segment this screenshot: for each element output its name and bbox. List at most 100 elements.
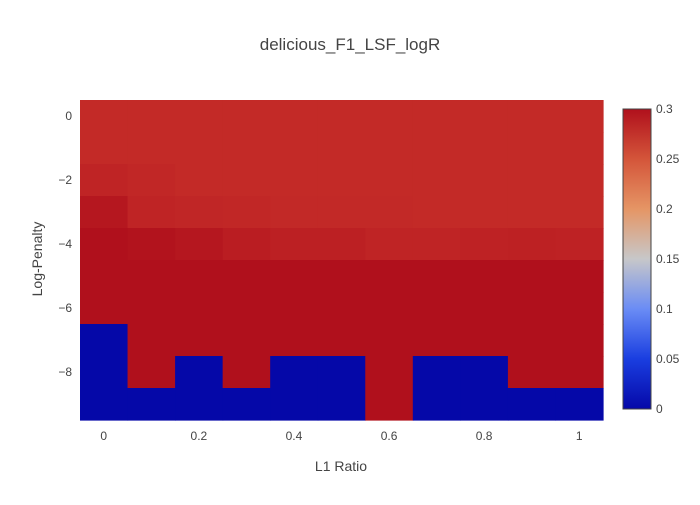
heatmap-cell [270,100,319,133]
heatmap-cell [555,292,604,325]
heatmap-cell [127,356,176,389]
heatmap-cells [80,100,604,421]
heatmap-cell [222,356,271,389]
heatmap-cell [80,260,129,293]
heatmap-cell [270,132,319,165]
heatmap-cell [270,164,319,197]
heatmap-cell [317,356,366,389]
heatmap-cell [555,228,604,261]
heatmap-cell [127,196,176,229]
colorbar-ticks: 0 0.05 0.1 0.15 0.2 0.25 0.3 [656,102,680,416]
heatmap-cell [127,132,176,165]
heatmap-cell [317,228,366,261]
heatmap-cell [460,228,509,261]
heatmap-cell [555,356,604,389]
heatmap-cell [507,132,557,165]
y-tick-label: −6 [58,301,72,315]
y-tick-label: 0 [65,109,72,123]
y-tick-label: −8 [58,365,72,379]
colorbar-tick-label: 0.25 [656,152,680,166]
y-axis-title: Log-Penalty [29,222,45,297]
heatmap-cell [365,260,414,293]
x-tick-label: 0.8 [476,429,493,443]
heatmap-cell [127,228,176,261]
x-tick-label: 1 [576,429,583,443]
heatmap-cell [270,292,319,325]
y-tick-label: −2 [58,173,72,187]
heatmap-cell [80,164,129,197]
heatmap-cell [222,228,271,261]
heatmap-cell [460,196,509,229]
heatmap-cell [317,292,366,325]
heatmap-cell [460,356,509,389]
heatmap-cell [127,164,176,197]
heatmap-cell [222,388,271,421]
heatmap-cell [412,356,461,389]
heatmap-cell [317,388,366,421]
x-tick-label: 0 [100,429,107,443]
heatmap-cell [555,196,604,229]
heatmap-cell [175,388,224,421]
heatmap-cell [460,292,509,325]
heatmap-cell [507,388,557,421]
heatmap-cell [555,164,604,197]
heatmap-cell [175,260,224,293]
heatmap-cell [80,388,129,421]
heatmap-cell [507,356,557,389]
heatmap-cell [412,292,461,325]
heatmap-cell [412,260,461,293]
heatmap-cell [175,228,224,261]
heatmap-cell [222,292,271,325]
heatmap-cell [270,260,319,293]
heatmap-cell [412,388,461,421]
heatmap-cell [555,324,604,357]
heatmap-cell [412,228,461,261]
heatmap-cell [365,356,414,389]
colorbar-tick-label: 0.2 [656,202,673,216]
heatmap-cell [365,388,414,421]
heatmap-cell [460,164,509,197]
heatmap-cell [412,196,461,229]
heatmap-cell [365,228,414,261]
colorbar-tick-label: 0.15 [656,252,680,266]
heatmap-cell [412,164,461,197]
heatmap-cell [555,260,604,293]
heatmap-cell [222,164,271,197]
heatmap-cell [127,100,176,133]
heatmap-cell [270,324,319,357]
heatmap-cell [80,132,129,165]
heatmap-cell [80,324,129,357]
heatmap-cell [80,228,129,261]
heatmap-cell [270,356,319,389]
x-tick-label: 0.6 [381,429,398,443]
heatmap-cell [317,132,366,165]
heatmap-cell [127,260,176,293]
heatmap-cell [460,324,509,357]
heatmap-cell [175,196,224,229]
colorbar-tick-label: 0.1 [656,302,673,316]
heatmap-cell [175,100,224,133]
heatmap-cell [80,356,129,389]
chart-title: delicious_F1_LSF_logR [260,35,441,54]
y-tick-label: −4 [58,237,72,251]
heatmap-cell [127,324,176,357]
colorbar-tick-label: 0.05 [656,352,680,366]
heatmap-cell [175,356,224,389]
heatmap-cell [317,164,366,197]
heatmap-cell [460,388,509,421]
heatmap-cell [555,132,604,165]
heatmap-cell [222,132,271,165]
heatmap-cell [507,196,557,229]
heatmap-cell [555,100,604,133]
heatmap-cell [317,260,366,293]
heatmap-cell [80,100,129,133]
x-axis-ticks: 0 0.2 0.4 0.6 0.8 1 [100,429,582,443]
heatmap-cell [175,132,224,165]
heatmap-cell [365,100,414,133]
colorbar-tick-label: 0.3 [656,102,673,116]
heatmap-cell [270,228,319,261]
heatmap-cell [365,324,414,357]
heatmap-cell [412,100,461,133]
